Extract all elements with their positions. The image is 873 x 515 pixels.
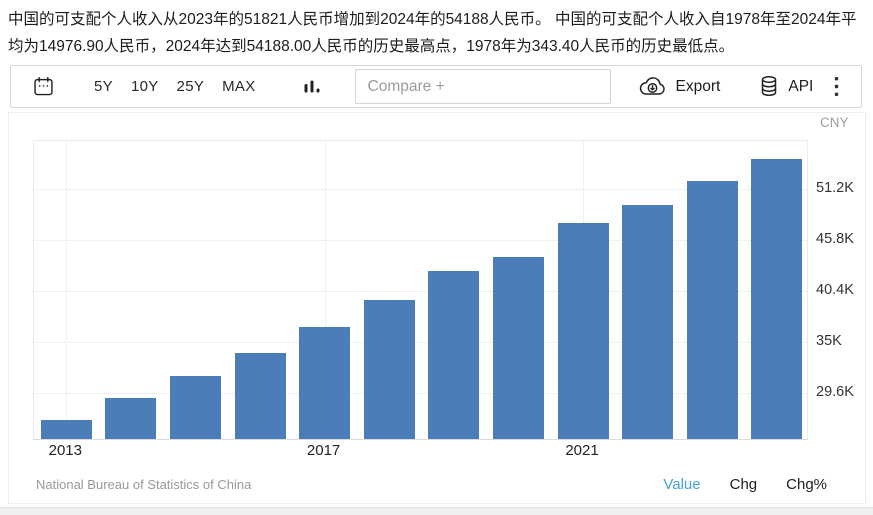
range-button-max[interactable]: MAX — [217, 72, 260, 101]
range-button-10y[interactable]: 10Y — [126, 72, 164, 101]
v-gridline-2013 — [66, 141, 68, 439]
bar-2016 — [234, 353, 286, 439]
bar-2018 — [363, 299, 415, 439]
api-button[interactable]: API — [759, 75, 813, 98]
api-label: API — [788, 77, 814, 95]
compare-input[interactable] — [354, 69, 611, 104]
range-button-5y[interactable]: 5Y — [89, 72, 118, 101]
bar-2015 — [170, 375, 221, 439]
chart-type-button[interactable] — [303, 77, 321, 97]
bar-chart-icon — [303, 77, 321, 97]
x-tick-label-2013: 2013 — [48, 442, 82, 459]
more-options-button[interactable] — [834, 76, 839, 97]
bar-2023 — [686, 181, 738, 439]
date-range-button[interactable] — [32, 75, 55, 98]
bar-2017 — [299, 326, 351, 439]
export-label: Export — [675, 77, 721, 95]
x-axis-labels: 2013 2017 2021 — [33, 442, 808, 462]
cloud-download-icon — [638, 76, 667, 97]
y-tick-label-29.6K: 29.6K — [816, 383, 854, 400]
database-icon — [759, 75, 779, 98]
y-tick-label-51.2K: 51.2K — [816, 180, 854, 197]
bar-2024 — [751, 158, 803, 439]
calendar-icon — [32, 75, 55, 98]
bar-2021 — [557, 222, 609, 439]
x-tick-label-2017: 2017 — [306, 442, 341, 459]
chart-description: 中国的可支配个人收入从2023年的51821人民币增加到2024年的54188人… — [8, 11, 857, 55]
bottom-divider — [0, 507, 873, 515]
y-axis-labels: 29.6K 35K 40.4K 45.8K 51.2K — [816, 140, 872, 440]
h-gridline-40.4K — [34, 291, 807, 292]
range-button-25y[interactable]: 25Y — [172, 72, 210, 101]
h-gridline-51.2K — [34, 189, 807, 191]
export-button[interactable]: Export — [638, 76, 721, 97]
kebab-menu-icon — [834, 76, 839, 97]
bar-2014 — [105, 398, 157, 439]
tab-chgpct[interactable]: Chg% — [786, 476, 827, 493]
tab-chg[interactable]: Chg — [729, 476, 758, 493]
h-gridline-29.6K — [34, 392, 807, 394]
value-tabs: Value Chg Chg% — [663, 476, 827, 493]
y-tick-label-35K: 35K — [816, 332, 842, 349]
tab-value[interactable]: Value — [663, 476, 701, 493]
source-attribution: National Bureau of Statistics of China — [36, 477, 252, 492]
y-tick-label-40.4K: 40.4K — [816, 282, 854, 298]
plot-area — [33, 140, 808, 440]
bar-2020 — [492, 256, 544, 439]
h-gridline-35K — [34, 341, 807, 343]
y-axis-unit-label: CNY — [820, 115, 849, 130]
v-gridline-2017 — [324, 141, 326, 439]
h-gridline-45.8K — [34, 240, 807, 242]
range-buttons: 5Y 10Y 25Y MAX — [89, 72, 261, 101]
y-tick-label-45.8K: 45.8K — [816, 231, 854, 248]
chart-footer: National Bureau of Statistics of China V… — [36, 476, 827, 493]
bar-2019 — [428, 270, 480, 439]
bar-2022 — [622, 205, 673, 439]
bar-2013 — [40, 420, 92, 439]
x-tick-label-2021: 2021 — [565, 442, 599, 459]
